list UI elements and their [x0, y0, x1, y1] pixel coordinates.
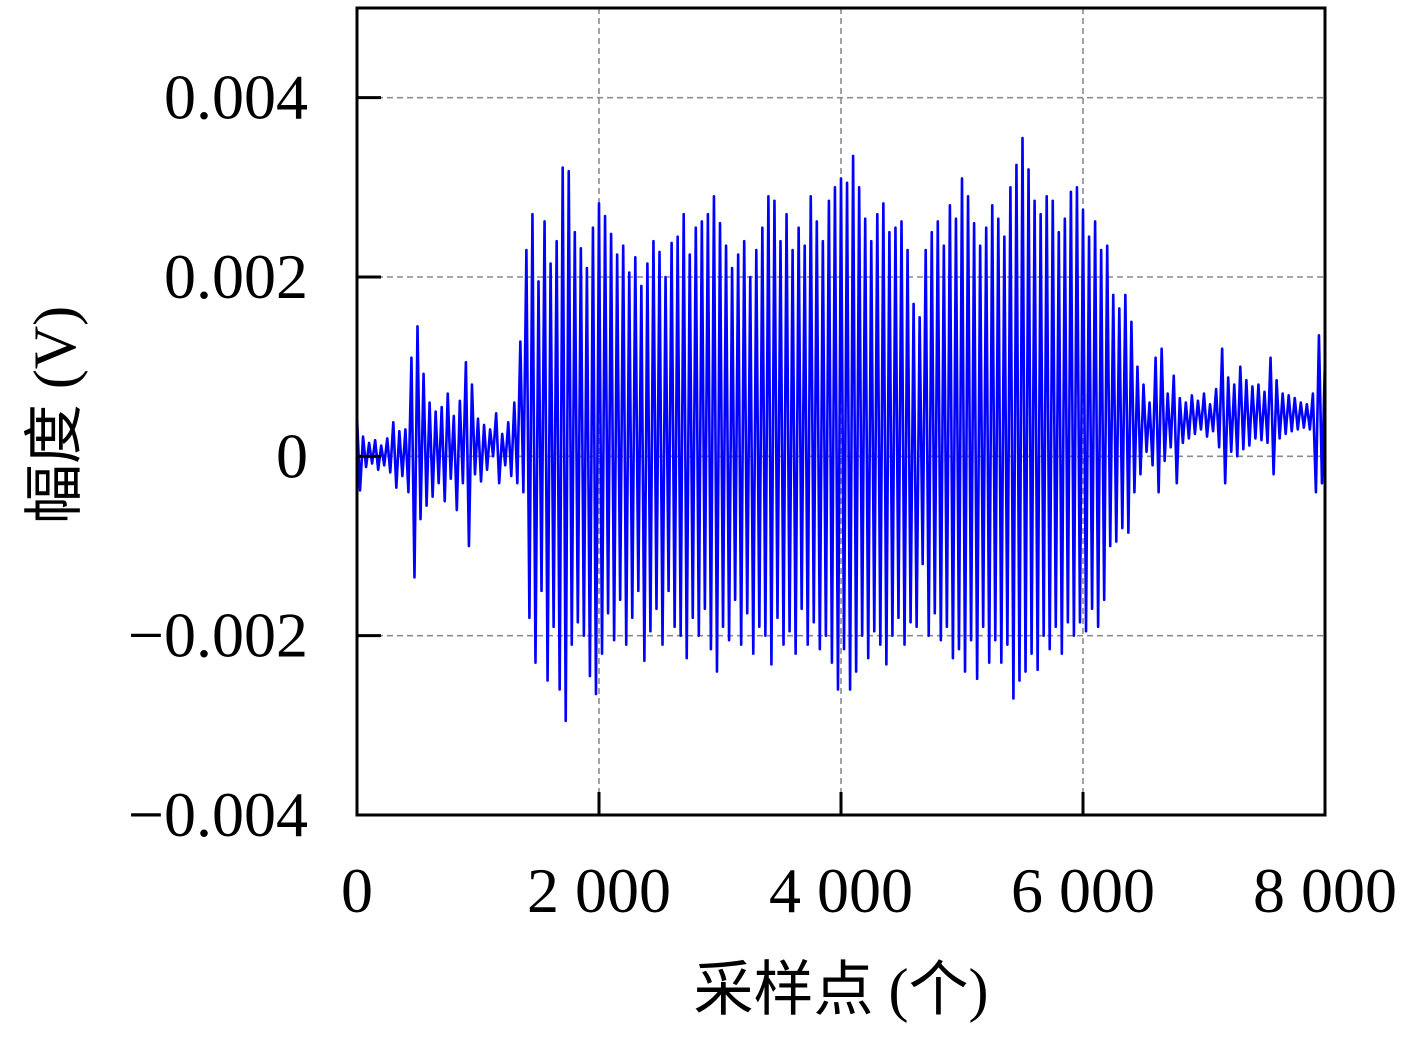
plot-series: [357, 136, 1325, 723]
y-tick-label: 0.004: [164, 62, 308, 133]
y-tick-label: 0.002: [164, 241, 308, 312]
axis-ticks: [355, 96, 1327, 817]
x-tick-label: 0: [341, 855, 373, 926]
y-axis-label: 幅度 (V): [22, 306, 88, 524]
y-tick-label: −0.002: [128, 600, 308, 671]
y-tick-label: −0.004: [128, 779, 308, 850]
x-axis-label: 采样点 (个): [694, 957, 989, 1023]
x-tick-label: 2 000: [527, 855, 671, 926]
tick-labels: 0 2 000 4 000 6 000 8 000 −0.004 −0.002 0 0.002 0…: [128, 62, 1397, 926]
signal-line: [357, 136, 1325, 723]
x-tick-label: 6 000: [1011, 855, 1155, 926]
y-tick-label: 0: [276, 420, 308, 491]
x-tick-label: 4 000: [769, 855, 913, 926]
x-tick-label: 8 000: [1253, 855, 1397, 926]
